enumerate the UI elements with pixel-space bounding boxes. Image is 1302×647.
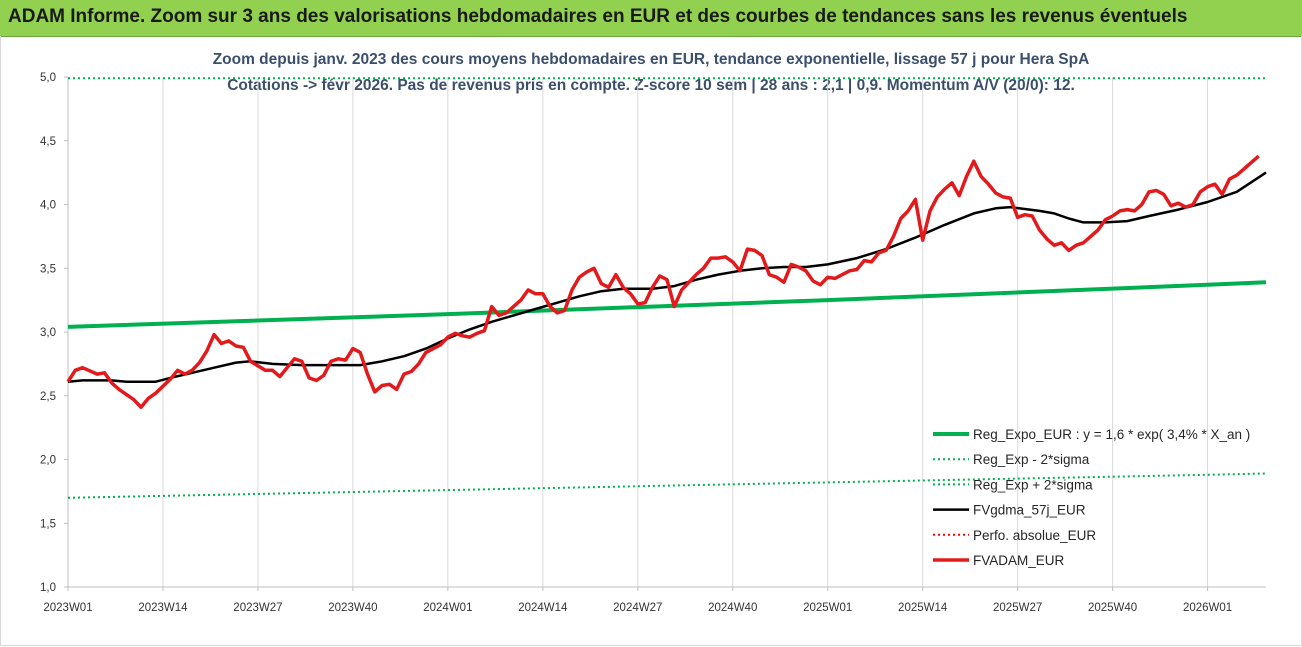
y-tick-label: 4,0: [40, 200, 56, 212]
x-tick-label: 2023W01: [43, 602, 92, 614]
report-banner: ADAM Informe. Zoom sur 3 ans des valoris…: [0, 0, 1302, 37]
x-tick-label: 2025W01: [803, 602, 852, 614]
legend-label: Reg_Exp + 2*sigma: [973, 477, 1093, 492]
x-tick-label: 2023W40: [328, 602, 377, 614]
weekly-valuation-chart: Zoom depuis janv. 2023 des cours moyens …: [40, 51, 1267, 614]
y-axis-tick-labels: 1,0 1,5 2,0 2,5 3,0 3,5 4,0 4,5 5,0: [40, 72, 68, 594]
y-tick-label: 1,0: [40, 582, 56, 594]
y-tick-label: 3,5: [40, 263, 56, 275]
x-tick-label: 2025W27: [993, 602, 1042, 614]
x-tick-label: 2024W01: [423, 602, 472, 614]
y-tick-label: 4,5: [40, 136, 56, 148]
series-line-4: [67, 171, 1267, 383]
vertical-gridlines: [162, 77, 1209, 587]
x-tick-label: 2023W27: [233, 602, 282, 614]
chart-title-line-2: Cotations -> févr 2026. Pas de revenus p…: [227, 77, 1075, 94]
y-tick-label: 3,0: [40, 327, 56, 339]
series-line-5: [66, 154, 1260, 409]
legend-label: Perfo. absolue_EUR: [973, 528, 1096, 543]
x-axis-tick-labels: 2023W01 2023W14 2023W27 2023W40 2024W01 2024W…: [43, 587, 1232, 614]
legend-label: Reg_Expo_EUR : y = 1,6 * exp( 3,4% * X_a…: [973, 427, 1250, 442]
legend-label: FVADAM_EUR: [973, 553, 1065, 568]
legend-label: FVgdma_57j_EUR: [973, 503, 1086, 518]
y-tick-label: 2,0: [40, 455, 56, 467]
y-tick-label: 5,0: [40, 72, 56, 84]
x-tick-label: 2023W14: [138, 602, 188, 614]
report-title: ADAM Informe. Zoom sur 3 ans des valoris…: [8, 6, 1188, 27]
chart-axes: [67, 77, 1266, 588]
y-tick-label: 1,5: [40, 518, 56, 530]
chart-title-line-1: Zoom depuis janv. 2023 des cours moyens …: [213, 51, 1090, 68]
chart-frame: Zoom depuis janv. 2023 des cours moyens …: [0, 36, 1302, 646]
x-tick-label: 2024W40: [708, 602, 757, 614]
x-tick-label: 2024W14: [518, 602, 568, 614]
legend-label: Reg_Exp - 2*sigma: [973, 452, 1090, 467]
series-lines: [66, 77, 1267, 499]
x-tick-label: 2026W01: [1183, 602, 1232, 614]
x-tick-label: 2025W14: [898, 602, 948, 614]
chart-legend: Reg_Expo_EUR : y = 1,6 * exp( 3,4% * X_a…: [933, 427, 1250, 568]
chart-title-group: Zoom depuis janv. 2023 des cours moyens …: [213, 51, 1090, 94]
x-tick-label: 2025W40: [1088, 602, 1137, 614]
x-tick-label: 2024W27: [613, 602, 662, 614]
y-tick-label: 2,5: [40, 391, 56, 403]
series-line-1: [67, 280, 1267, 329]
